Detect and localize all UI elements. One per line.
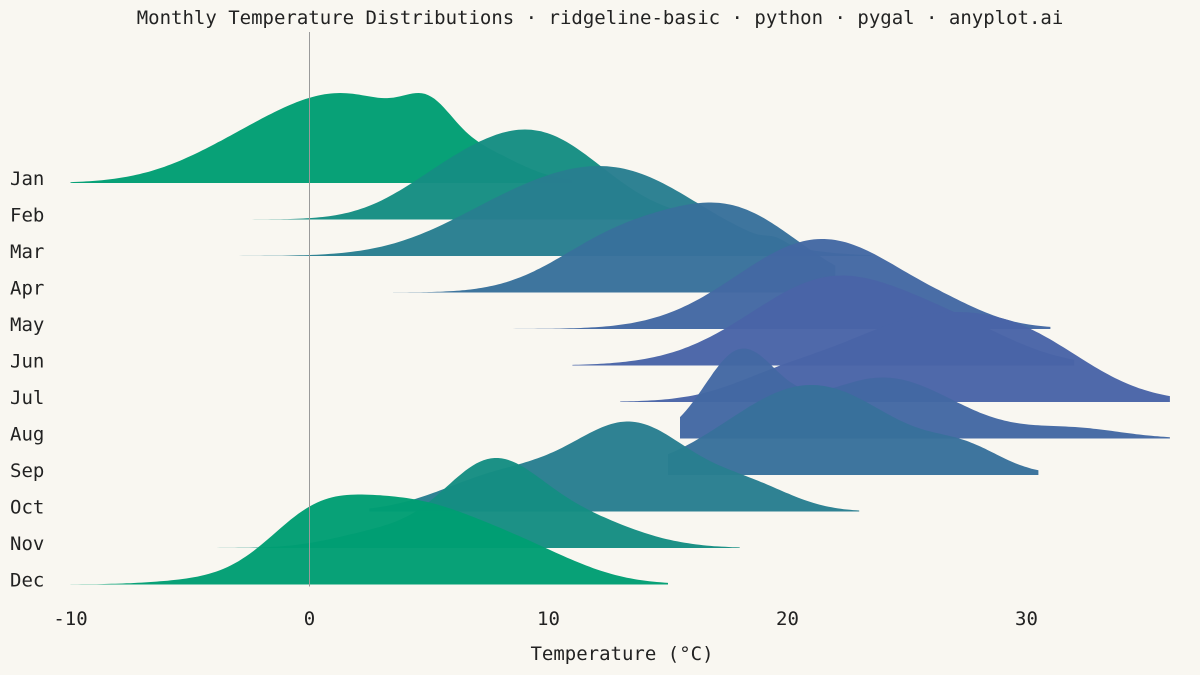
x-axis-title: Temperature (°C) [530, 643, 713, 665]
ridge-apr [393, 202, 836, 293]
month-label-nov: Nov [10, 533, 44, 555]
month-label-jun: Jun [10, 351, 44, 373]
month-label-oct: Oct [10, 497, 44, 519]
x-tick-label: 20 [776, 608, 799, 630]
month-label-sep: Sep [10, 460, 44, 482]
month-label-group: Jan Feb Mar Apr May Jun Jul Aug Sep Oct Nov Dec [10, 168, 44, 592]
x-tick-label: 30 [1015, 608, 1038, 630]
x-tick-label: 0 [304, 608, 315, 630]
x-tick-label: -10 [53, 608, 87, 630]
x-axis-ticks: -10 0 10 20 30 [53, 608, 1038, 630]
x-tick-label: 10 [537, 608, 560, 630]
month-label-mar: Mar [10, 241, 44, 263]
ridge-sep [668, 385, 1039, 475]
month-label-aug: Aug [10, 424, 44, 446]
month-label-dec: Dec [10, 570, 44, 592]
month-label-jan: Jan [10, 168, 44, 190]
chart-title: Monthly Temperature Distributions · ridg… [137, 7, 1064, 29]
month-label-may: May [10, 314, 44, 336]
ridge-nov [154, 458, 740, 548]
month-label-jul: Jul [10, 387, 44, 409]
month-label-feb: Feb [10, 205, 44, 227]
ridge-series-group [70, 93, 1170, 585]
ridge-dec [70, 494, 668, 585]
month-label-apr: Apr [10, 278, 44, 300]
